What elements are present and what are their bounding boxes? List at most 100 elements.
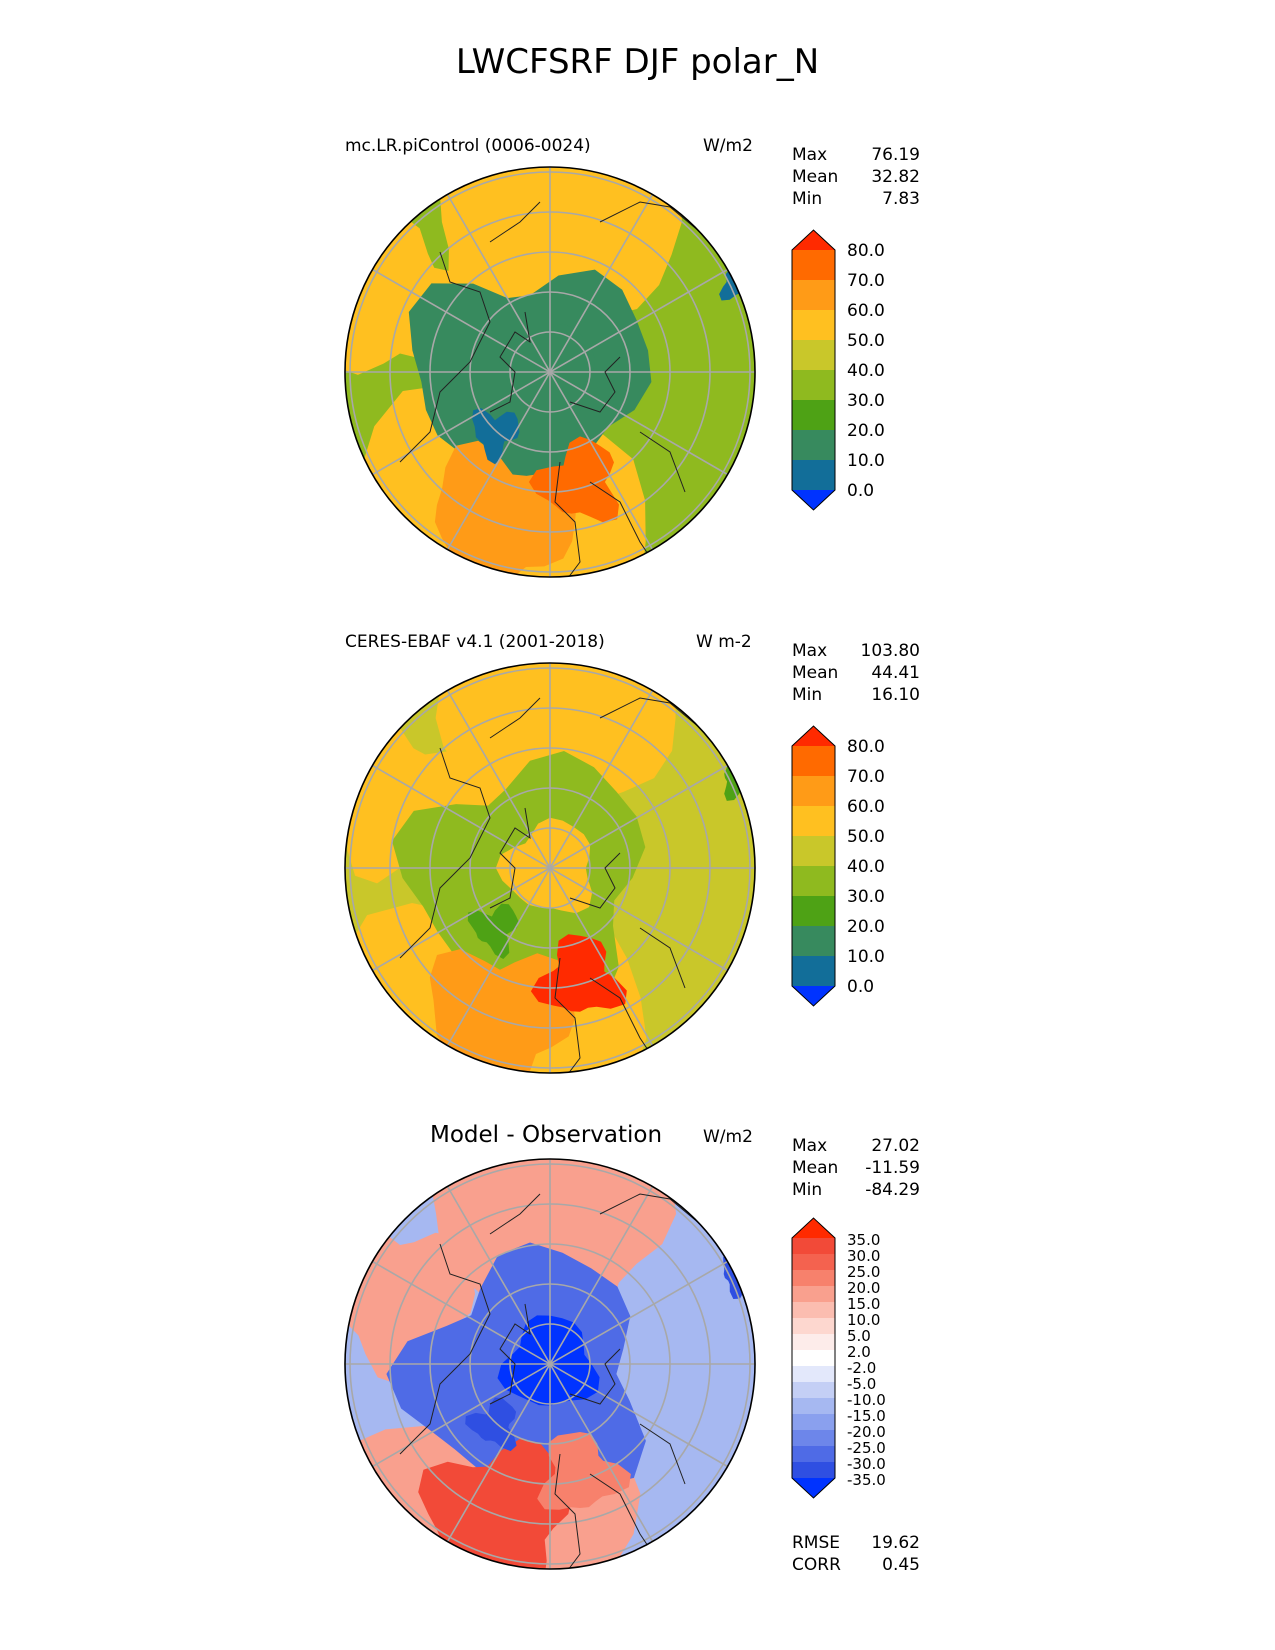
field-region bbox=[528, 436, 619, 523]
colorbar-band bbox=[792, 400, 835, 431]
colorbar-outline bbox=[791, 725, 836, 1007]
panel-units: W/m2 bbox=[703, 136, 753, 156]
colorbar-band bbox=[792, 1430, 835, 1447]
meridian-gridline bbox=[372, 1260, 728, 1468]
stat-value: 16.10 bbox=[871, 685, 920, 705]
colorbar-min-extension bbox=[792, 490, 835, 510]
field-region bbox=[472, 408, 520, 465]
colorbar-band bbox=[792, 956, 835, 987]
error-metrics: RMSE 19.62 CORR 0.45 bbox=[792, 1532, 920, 1576]
colorbar: 80.0 70.0 60.0 50.0 40.0 30.0 20.0 10.0 0.0 bbox=[791, 725, 885, 1007]
metric-label: CORR bbox=[792, 1555, 841, 1575]
colorbar-band bbox=[792, 1414, 835, 1431]
colorbar-tick-label: -5.0 bbox=[847, 1375, 876, 1393]
colorbar-tick-label: -15.0 bbox=[847, 1407, 886, 1425]
colorbar-tick-label: 10.0 bbox=[847, 451, 885, 471]
colorbar-outline bbox=[791, 1217, 836, 1499]
colorbar-tick-label: 30.0 bbox=[847, 391, 885, 411]
panel-units: W/m2 bbox=[703, 1127, 753, 1147]
stats-box: Max 103.80 Mean 44.41 Min 16.10 bbox=[792, 640, 920, 706]
coastline bbox=[399, 1193, 701, 1569]
colorbar-band bbox=[792, 896, 835, 927]
panel-title: Model - Observation bbox=[430, 1122, 663, 1148]
colorbar-min-extension bbox=[792, 986, 835, 1006]
colorbar-band bbox=[792, 776, 835, 807]
panel-title: mc.LR.piControl (0006-0024) bbox=[345, 136, 591, 156]
colorbar-tick-label: 60.0 bbox=[847, 797, 885, 817]
colorbar-tick-label: 20.0 bbox=[847, 917, 885, 937]
colorbar-band bbox=[792, 250, 835, 281]
colorbar-max-extension bbox=[792, 230, 835, 250]
colorbar-band bbox=[792, 1238, 835, 1255]
stat-label: Max bbox=[792, 641, 828, 661]
figure-title: LWCFSRF DJF polar_N bbox=[455, 42, 820, 82]
colorbar-tick-label: -30.0 bbox=[847, 1455, 886, 1473]
colorbar-tick-label: 50.0 bbox=[847, 827, 885, 847]
field-region bbox=[418, 1438, 573, 1569]
colorbar-tick-label: 20.0 bbox=[847, 1279, 880, 1297]
colorbar-tick-label: 70.0 bbox=[847, 271, 885, 291]
stat-label: Min bbox=[792, 685, 823, 705]
colorbar-tick-label: -2.0 bbox=[847, 1359, 876, 1377]
stat-value: 44.41 bbox=[871, 663, 920, 683]
colorbar-tick-label: -25.0 bbox=[847, 1439, 886, 1457]
map-border bbox=[344, 662, 756, 1074]
colorbar-outline bbox=[791, 229, 836, 511]
stat-value: 103.80 bbox=[860, 641, 920, 661]
coastline bbox=[399, 697, 701, 1073]
colorbar-tick-label: 60.0 bbox=[847, 301, 885, 321]
colorbar-tick-label: 30.0 bbox=[847, 887, 885, 907]
metric-value: 19.62 bbox=[871, 1533, 920, 1553]
polar-map bbox=[344, 662, 756, 1074]
colorbar-band bbox=[792, 1446, 835, 1463]
colorbar-max-extension bbox=[792, 726, 835, 746]
colorbar-tick-label: 80.0 bbox=[847, 241, 885, 261]
stat-label: Mean bbox=[792, 167, 839, 187]
colorbar-tick-label: 10.0 bbox=[847, 947, 885, 967]
colorbar-tick-label: 50.0 bbox=[847, 331, 885, 351]
stat-label: Mean bbox=[792, 1158, 839, 1178]
stats-box: Max 76.19 Mean 32.82 Min 7.83 bbox=[792, 144, 920, 210]
field-region bbox=[439, 167, 682, 350]
colorbar-band bbox=[792, 746, 835, 777]
field-region bbox=[465, 1397, 517, 1452]
stat-label: Max bbox=[792, 145, 828, 165]
colorbar-band bbox=[792, 430, 835, 461]
colorbar-band bbox=[792, 866, 835, 897]
colorbar-tick-label: -20.0 bbox=[847, 1423, 886, 1441]
colorbar-band bbox=[792, 310, 835, 341]
colorbar-band bbox=[792, 1462, 835, 1479]
colorbar-band bbox=[792, 926, 835, 957]
colorbar-band bbox=[792, 1302, 835, 1319]
colorbar-tick-label: 30.0 bbox=[847, 1247, 880, 1265]
map-field bbox=[345, 1159, 755, 1569]
stat-label: Min bbox=[792, 189, 823, 209]
polar-map bbox=[344, 1158, 756, 1570]
map-field bbox=[345, 663, 755, 1073]
colorbar-tick-label: 35.0 bbox=[847, 1231, 880, 1249]
colorbar-tick-label: 15.0 bbox=[847, 1295, 880, 1313]
stat-value: 32.82 bbox=[871, 167, 920, 187]
panel-units: W m-2 bbox=[696, 632, 752, 652]
stat-label: Mean bbox=[792, 663, 839, 683]
colorbar-band bbox=[792, 1382, 835, 1399]
meridian-gridline bbox=[372, 268, 728, 476]
colorbar-tick-label: 80.0 bbox=[847, 737, 885, 757]
colorbar-band bbox=[792, 460, 835, 491]
colorbar-band bbox=[792, 1334, 835, 1351]
meridian-gridline bbox=[372, 764, 728, 972]
metric-label: RMSE bbox=[792, 1533, 841, 1553]
colorbar-band bbox=[792, 280, 835, 311]
colorbar-band bbox=[792, 1398, 835, 1415]
colorbar-tick-label: -10.0 bbox=[847, 1391, 886, 1409]
colorbar-band bbox=[792, 1286, 835, 1303]
stat-value: 76.19 bbox=[871, 145, 920, 165]
colorbar-tick-label: 0.0 bbox=[847, 481, 874, 501]
colorbar-tick-label: 40.0 bbox=[847, 361, 885, 381]
field-region bbox=[724, 753, 755, 801]
colorbar-tick-label: -35.0 bbox=[847, 1471, 886, 1489]
colorbar-tick-label: 70.0 bbox=[847, 767, 885, 787]
colorbar-band bbox=[792, 1366, 835, 1383]
colorbar-tick-label: 2.0 bbox=[847, 1343, 871, 1361]
stat-label: Min bbox=[792, 1180, 823, 1200]
